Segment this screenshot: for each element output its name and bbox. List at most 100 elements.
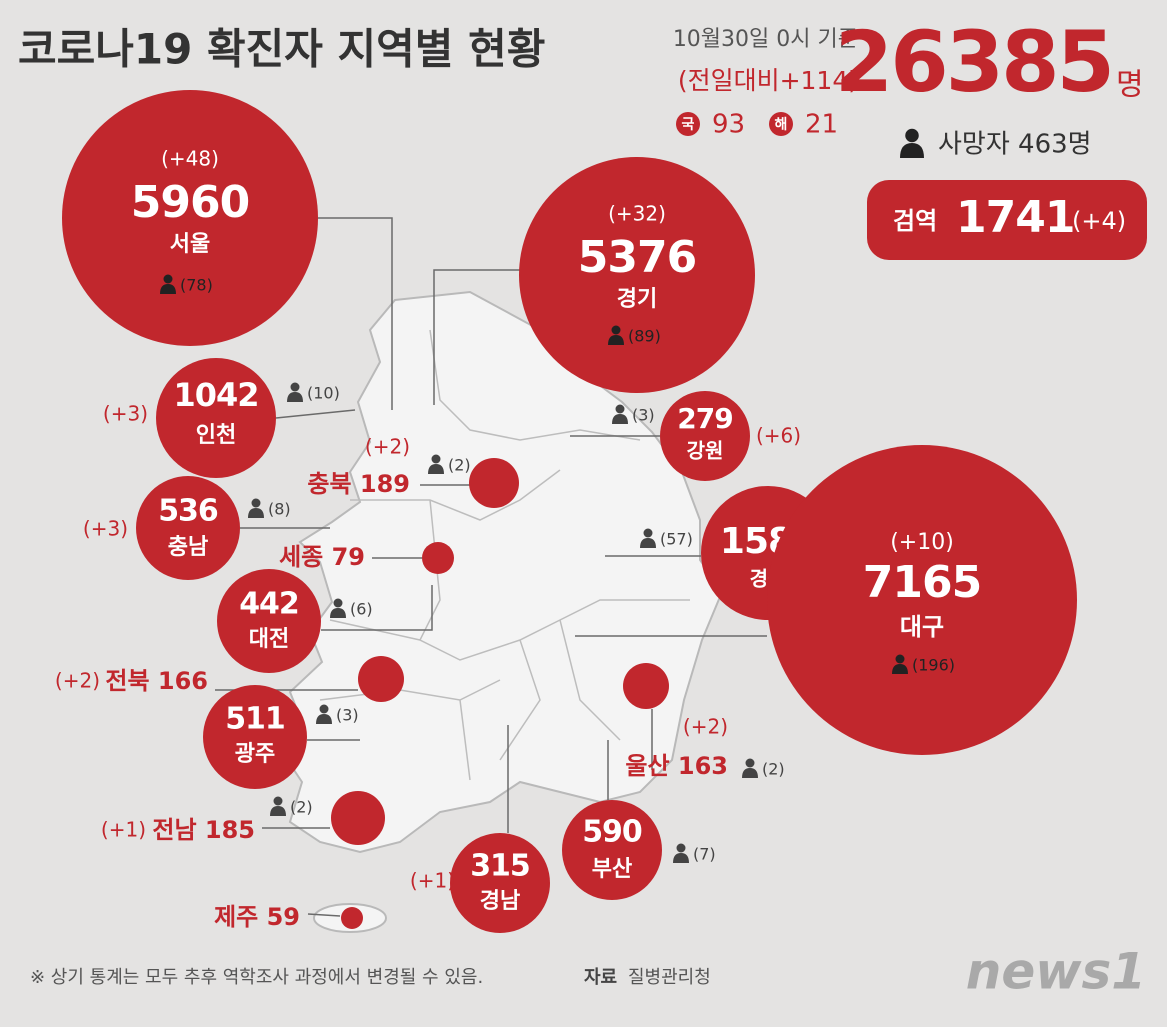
leader-line	[433, 269, 520, 405]
icon-body	[608, 335, 624, 345]
region-deaths: (2)	[290, 798, 313, 817]
icon-head	[290, 382, 300, 392]
mainland	[280, 290, 724, 854]
region-count: 166	[158, 667, 208, 695]
date: 10월30일 0시 기준	[673, 27, 858, 52]
region-count: 5376	[578, 232, 696, 283]
region-name: 제주	[214, 903, 258, 931]
region-count: 5960	[131, 177, 249, 228]
region: 1042 인천 (+3) (10)	[103, 358, 340, 478]
region: 세종 79	[279, 542, 454, 574]
region-bubble	[217, 569, 321, 673]
icon-head	[676, 843, 686, 853]
person-icon	[330, 598, 346, 618]
total-deaths: 사망자 463명	[938, 130, 1092, 160]
region-dot	[331, 791, 385, 845]
person-icon	[900, 128, 924, 158]
region-name: 대구	[900, 613, 944, 641]
regions: 5960 서울 (+48) (78) 5376 경기 (+32) (89) 1042 인천 (+3)…	[55, 90, 1077, 933]
quarantine-box	[867, 180, 1147, 260]
region-count: 185	[205, 816, 255, 844]
region-deaths: (6)	[350, 600, 373, 619]
region: 511 광주 (3)	[203, 685, 359, 789]
region-name: 대전	[249, 627, 289, 652]
region: 590 부산 (7)	[562, 800, 716, 900]
region: 제주 59	[214, 903, 363, 931]
icon-body	[160, 284, 176, 294]
total-unit: 명	[1116, 68, 1144, 103]
footer: ※ 상기 통계는 모두 추후 역학조사 과정에서 변경될 수 있음. 자료 질병…	[30, 943, 1146, 1001]
region-label: 울산 163	[625, 752, 728, 780]
icon-head	[163, 274, 173, 284]
person-icon	[160, 274, 176, 294]
person-icon	[428, 454, 444, 474]
region-change: (+2)	[365, 435, 410, 459]
person-icon	[316, 704, 332, 724]
icon-body	[428, 464, 444, 474]
icon-body	[287, 392, 303, 402]
region-change: (+6)	[756, 424, 801, 448]
icon-body	[270, 806, 286, 816]
icon-body	[900, 143, 924, 158]
region-count: 442	[239, 587, 299, 622]
domestic-badge	[676, 112, 700, 136]
region-change: (+32)	[608, 202, 666, 226]
person-icon	[608, 325, 624, 345]
region-change: (+10)	[890, 530, 954, 555]
region-dot	[358, 656, 404, 702]
region: 442 대전 (6)	[217, 569, 373, 673]
region: 전북 166(+2)	[55, 656, 404, 702]
icon-body	[892, 664, 908, 674]
region: 279 강원 (+6) (3)	[612, 391, 801, 481]
icon-head	[273, 796, 283, 806]
region-deaths: (196)	[912, 656, 955, 675]
icon-body	[742, 768, 758, 778]
region-dot	[341, 907, 363, 929]
icon-head	[319, 704, 329, 714]
region-change: (+3)	[103, 402, 148, 426]
region-change: (+2)	[683, 715, 728, 739]
region-dot	[422, 542, 454, 574]
icon-body	[640, 538, 656, 548]
person-icon	[270, 796, 286, 816]
region-deaths: (8)	[268, 500, 291, 519]
region-count: 590	[582, 815, 642, 850]
daily-change: (전일대비+114)	[678, 66, 858, 95]
region-deaths: (3)	[632, 406, 655, 425]
region-change: (+48)	[161, 147, 219, 171]
region: 5376 경기 (+32) (89)	[519, 157, 755, 393]
icon-head	[643, 528, 653, 538]
person-icon	[892, 654, 908, 674]
quarantine-count: 1741	[956, 192, 1074, 243]
source: 질병관리청	[628, 967, 711, 988]
region-name: 인천	[196, 423, 236, 448]
region-name: 서울	[170, 232, 210, 257]
region-label: 충북 189	[307, 470, 410, 498]
region-count: 163	[678, 752, 728, 780]
region-name: 경남	[480, 889, 520, 914]
region-deaths: (89)	[628, 327, 661, 346]
title: 코로나19 확진자 지역별 현황	[18, 25, 545, 74]
region-count: 279	[677, 402, 732, 435]
icon-head	[615, 404, 625, 414]
region-bubble	[62, 90, 318, 346]
footnote: ※ 상기 통계는 모두 추후 역학조사 과정에서 변경될 수 있음.	[30, 967, 483, 988]
person-icon	[287, 382, 303, 402]
region-label: 전북 166	[105, 667, 208, 695]
region-label: 세종 79	[279, 543, 365, 571]
region-bubble	[450, 833, 550, 933]
region-count: 315	[470, 849, 530, 884]
region-count: 189	[360, 470, 410, 498]
region: 536 충남 (+3) (8)	[83, 476, 291, 580]
region-deaths: (7)	[693, 845, 716, 864]
region-change: (+3)	[83, 517, 128, 541]
region-name: 경기	[617, 287, 657, 312]
region-label: 전남 185	[152, 816, 255, 844]
person-icon	[640, 528, 656, 548]
region-dot	[469, 458, 519, 508]
region: 울산 163 (+2) (2)	[623, 663, 785, 780]
overseas-count: 21	[805, 110, 838, 140]
region: 전남 185(+1)(2)	[101, 791, 385, 845]
region-name: 전북	[105, 667, 149, 695]
person-icon	[673, 843, 689, 863]
